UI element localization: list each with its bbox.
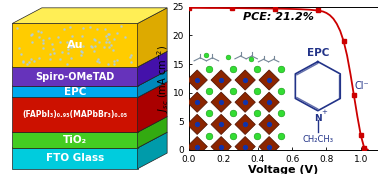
Polygon shape (138, 82, 167, 132)
Polygon shape (138, 51, 167, 86)
Polygon shape (12, 132, 138, 148)
Polygon shape (259, 137, 279, 157)
Text: Spiro-OMeTAD: Spiro-OMeTAD (35, 72, 115, 82)
Polygon shape (12, 70, 167, 86)
Polygon shape (12, 97, 138, 132)
Polygon shape (259, 114, 279, 135)
Polygon shape (235, 92, 256, 112)
Polygon shape (12, 148, 138, 169)
Text: TiO₂: TiO₂ (63, 135, 87, 145)
Polygon shape (12, 86, 138, 97)
Text: CH₂CH₃: CH₂CH₃ (302, 135, 333, 144)
Polygon shape (138, 132, 167, 169)
Polygon shape (211, 137, 231, 157)
Text: (FAPbI₃)₀.₉₅(MAPbBr₃)₀.₀₅: (FAPbI₃)₀.₉₅(MAPbBr₃)₀.₀₅ (22, 110, 127, 119)
Polygon shape (187, 114, 208, 135)
Polygon shape (12, 51, 167, 67)
Polygon shape (259, 70, 279, 90)
Polygon shape (259, 92, 279, 112)
Polygon shape (12, 67, 138, 86)
Polygon shape (187, 137, 208, 157)
Polygon shape (12, 132, 167, 148)
Polygon shape (138, 70, 167, 97)
Polygon shape (211, 114, 231, 135)
Polygon shape (235, 70, 256, 90)
Text: +: + (321, 109, 327, 115)
Polygon shape (187, 92, 208, 112)
Polygon shape (235, 114, 256, 135)
Polygon shape (235, 137, 256, 157)
Y-axis label: $J_{sc}$ (mA cm$^{-2}$): $J_{sc}$ (mA cm$^{-2}$) (155, 44, 171, 113)
Polygon shape (12, 23, 138, 67)
Polygon shape (138, 8, 167, 67)
X-axis label: Voltage (V): Voltage (V) (248, 165, 319, 174)
Text: PCE: 21.2%: PCE: 21.2% (243, 12, 314, 22)
Text: N: N (314, 114, 322, 123)
Polygon shape (12, 8, 167, 23)
Text: Cl⁻: Cl⁻ (354, 81, 369, 91)
Polygon shape (12, 82, 167, 97)
Text: EPC: EPC (307, 48, 329, 58)
Polygon shape (12, 117, 167, 132)
Text: Au: Au (67, 40, 83, 50)
Text: FTO Glass: FTO Glass (46, 153, 104, 163)
Polygon shape (138, 117, 167, 148)
Polygon shape (187, 70, 208, 90)
Polygon shape (211, 70, 231, 90)
Polygon shape (211, 92, 231, 112)
Text: EPC: EPC (64, 87, 86, 97)
